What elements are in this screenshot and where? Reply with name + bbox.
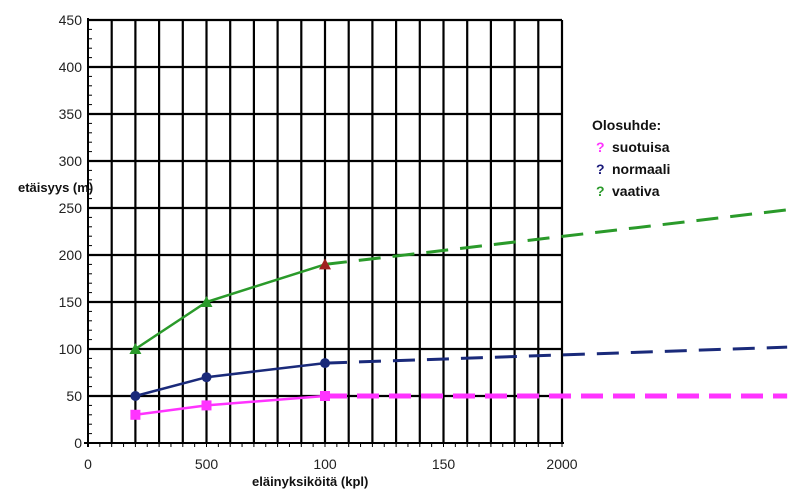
- data-point-circle: [130, 391, 141, 401]
- series-1: [130, 391, 788, 420]
- y-tick-labels: 0 50 100 150 200 250 300 350 400 450: [59, 12, 83, 451]
- legend-label: suotuisa: [612, 139, 670, 155]
- data-point-circle: [201, 372, 212, 383]
- data-point-square: [130, 409, 141, 420]
- data-point-triangle: [129, 343, 142, 354]
- y-tick-label: 150: [59, 294, 83, 310]
- y-axis-label-line1: etäisyys (m): [18, 180, 93, 195]
- data-point-square: [320, 391, 330, 401]
- series-extension-line: [324, 345, 788, 365]
- series-3: [129, 208, 788, 354]
- x-tick-label: 2000: [546, 456, 577, 472]
- series-extension-line: [324, 208, 788, 266]
- axes: [84, 18, 564, 447]
- legend-marker: ?: [596, 161, 605, 177]
- x-tick-label: 500: [195, 456, 219, 472]
- legend-entries: ? suotuisa? normaali? vaativa: [596, 139, 670, 199]
- y-tick-label: 200: [59, 247, 83, 263]
- y-tick-label: 50: [66, 388, 82, 404]
- x-tick-label: 0: [84, 456, 92, 472]
- series-2: [130, 345, 788, 401]
- legend: Olosuhde: ? suotuisa? normaali? vaativa: [592, 117, 670, 199]
- y-tick-label: 100: [59, 341, 83, 357]
- legend-title: Olosuhde:: [592, 117, 661, 133]
- data-point-triangle: [319, 258, 331, 270]
- x-tick-labels: 0 500 100 150 2000: [84, 456, 578, 472]
- data-point-triangle: [200, 296, 213, 307]
- legend-marker: ?: [596, 139, 605, 155]
- grid: [88, 18, 564, 443]
- y-tick-label: 250: [59, 200, 83, 216]
- x-axis-label: eläinyksiköitä (kpl): [252, 474, 368, 489]
- legend-label: vaativa: [612, 183, 660, 199]
- data-point-circle: [320, 358, 330, 369]
- x-tick-label: 100: [313, 456, 337, 472]
- series-group: [129, 208, 788, 420]
- y-axis-label: etäisyys (m): [18, 180, 93, 195]
- y-tick-label: 350: [59, 106, 83, 122]
- legend-label: normaali: [612, 161, 670, 177]
- data-point-square: [201, 400, 212, 411]
- legend-marker: ?: [596, 183, 605, 199]
- y-tick-label: 0: [74, 435, 82, 451]
- y-tick-label: 300: [59, 153, 83, 169]
- y-tick-label: 400: [59, 59, 83, 75]
- x-tick-label: 150: [432, 456, 456, 472]
- y-tick-label: 450: [59, 12, 83, 28]
